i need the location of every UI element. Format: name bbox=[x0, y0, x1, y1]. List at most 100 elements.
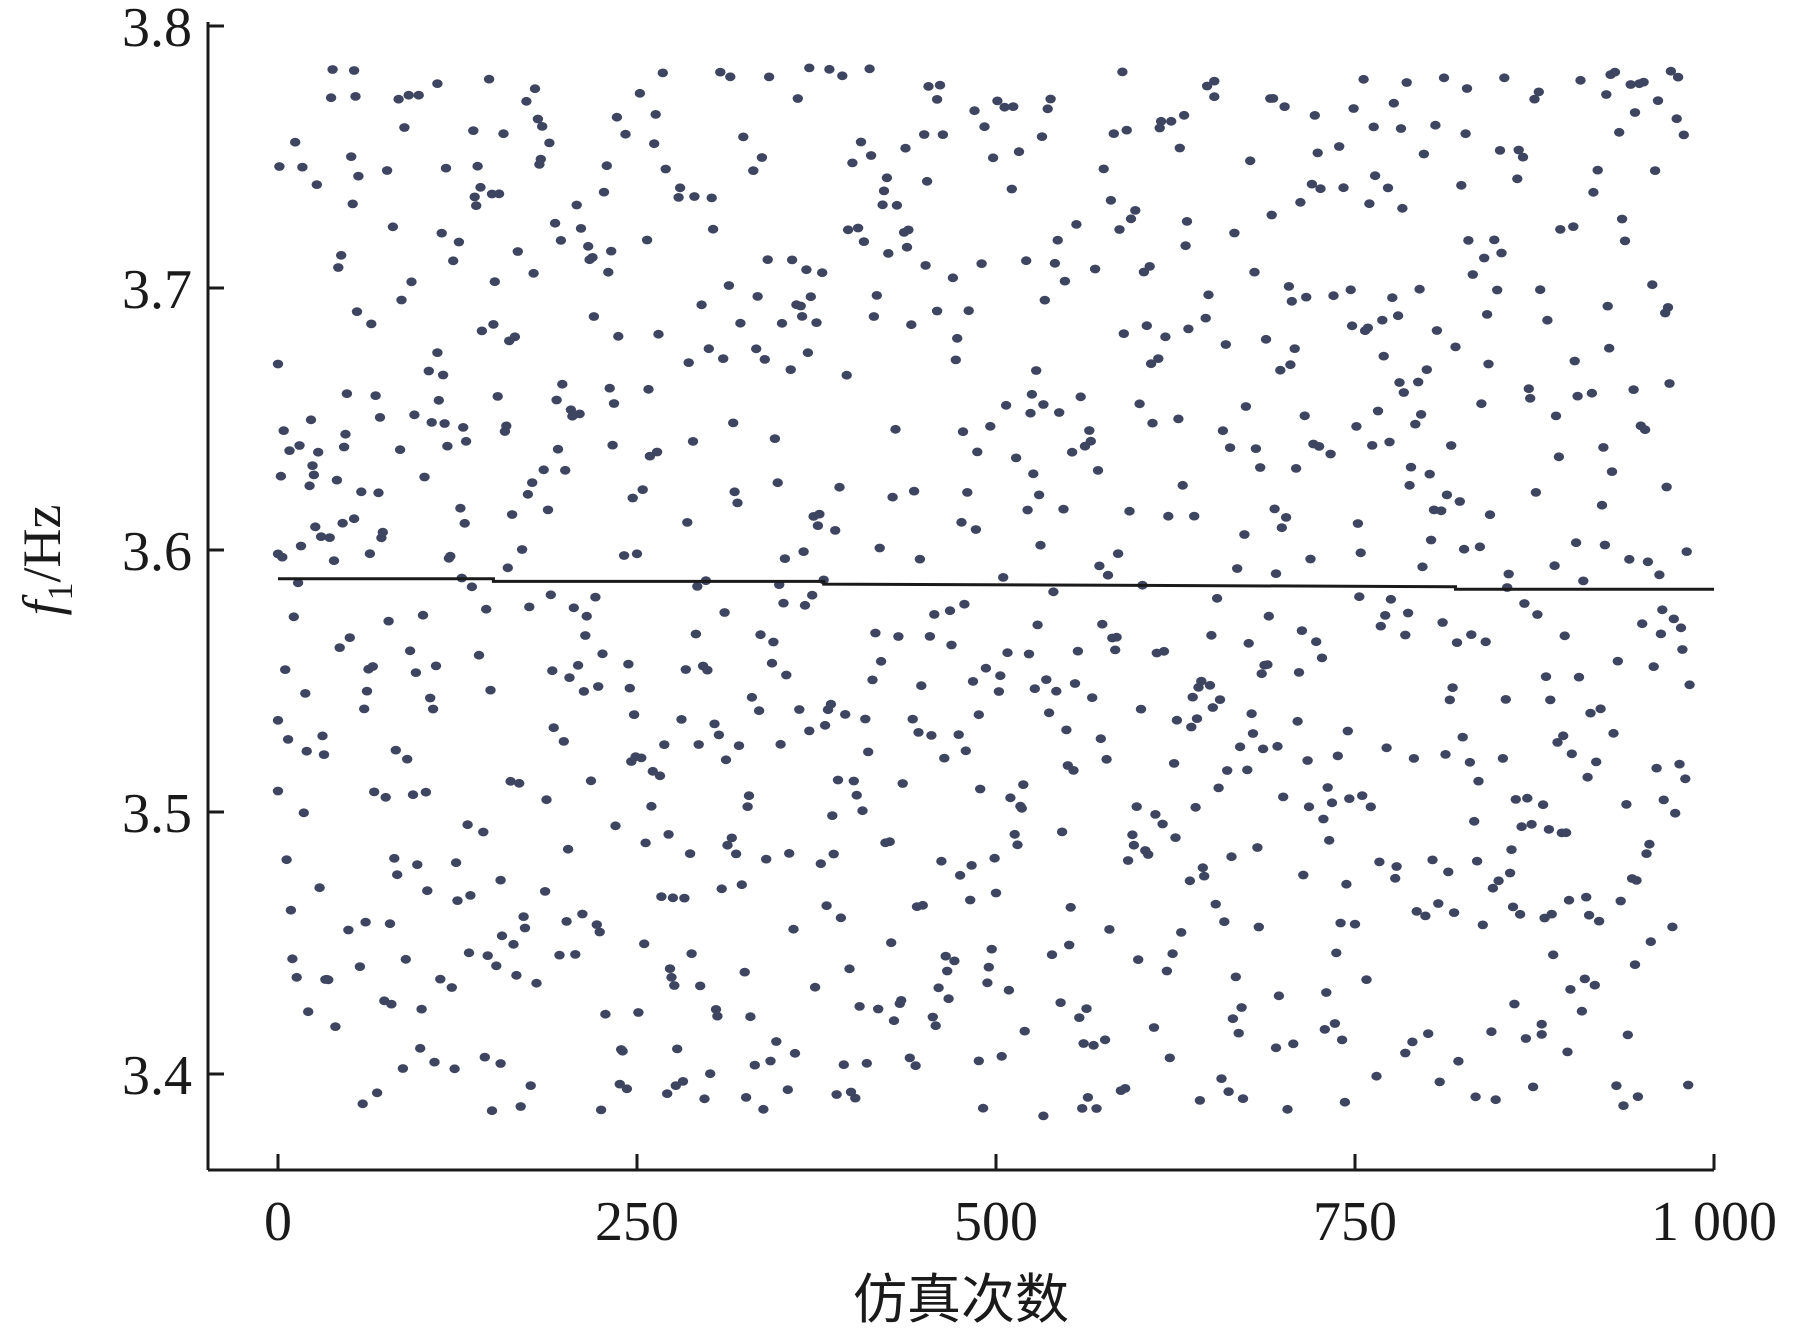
data-point bbox=[1016, 803, 1027, 813]
data-point bbox=[1267, 94, 1279, 103]
data-point bbox=[495, 875, 506, 885]
data-point bbox=[680, 665, 691, 674]
points-layer bbox=[272, 63, 1695, 1121]
data-point bbox=[982, 978, 993, 988]
data-point bbox=[1338, 183, 1349, 193]
data-point bbox=[337, 518, 348, 528]
data-point bbox=[646, 801, 657, 811]
data-point bbox=[1349, 919, 1361, 929]
data-point bbox=[753, 706, 765, 716]
data-point bbox=[1481, 310, 1493, 319]
data-point bbox=[292, 578, 304, 588]
data-point bbox=[1569, 356, 1580, 366]
data-point bbox=[1048, 587, 1059, 597]
data-point bbox=[667, 893, 679, 903]
data-point bbox=[301, 746, 312, 756]
data-point bbox=[393, 94, 404, 104]
data-point bbox=[1227, 1014, 1239, 1024]
data-point bbox=[1470, 1092, 1481, 1102]
data-point bbox=[1088, 1040, 1099, 1050]
data-point bbox=[348, 514, 360, 524]
data-point bbox=[1657, 605, 1668, 615]
data-point bbox=[310, 522, 321, 532]
data-point bbox=[1305, 554, 1316, 564]
data-point bbox=[1658, 795, 1669, 805]
data-point bbox=[1247, 729, 1259, 738]
data-point bbox=[537, 122, 548, 131]
data-point bbox=[1530, 488, 1542, 497]
data-point bbox=[995, 671, 1006, 681]
data-point bbox=[1354, 592, 1365, 602]
data-point bbox=[1631, 876, 1642, 885]
data-point bbox=[1628, 385, 1639, 394]
data-point bbox=[1303, 802, 1315, 812]
data-point bbox=[297, 162, 308, 172]
data-point bbox=[1629, 960, 1641, 969]
data-point bbox=[1122, 856, 1134, 865]
data-point bbox=[662, 1089, 673, 1098]
data-point bbox=[1674, 759, 1685, 769]
data-point bbox=[1637, 619, 1648, 629]
data-point bbox=[1444, 695, 1456, 705]
data-point bbox=[788, 924, 799, 934]
data-point bbox=[1013, 147, 1025, 157]
data-point bbox=[979, 122, 990, 132]
axes bbox=[206, 22, 1714, 1172]
data-point bbox=[1177, 480, 1188, 490]
data-point bbox=[687, 437, 699, 446]
data-point bbox=[1206, 630, 1217, 640]
data-point bbox=[1601, 90, 1612, 99]
data-point bbox=[1012, 840, 1023, 850]
data-point bbox=[901, 242, 913, 252]
data-point bbox=[590, 592, 601, 602]
data-point bbox=[560, 465, 571, 475]
data-point bbox=[357, 1099, 368, 1109]
data-point bbox=[792, 94, 803, 103]
data-point bbox=[557, 379, 568, 389]
data-point bbox=[308, 470, 320, 480]
data-point bbox=[966, 861, 977, 870]
data-point bbox=[1562, 1047, 1573, 1057]
data-point bbox=[343, 925, 354, 935]
data-point bbox=[828, 849, 839, 859]
data-point bbox=[544, 138, 555, 148]
data-point bbox=[1158, 646, 1170, 656]
data-point bbox=[555, 236, 567, 245]
data-point bbox=[1479, 253, 1490, 263]
data-point bbox=[649, 139, 660, 149]
data-point bbox=[334, 643, 345, 652]
data-point bbox=[1532, 610, 1543, 619]
data-point bbox=[1071, 220, 1082, 229]
data-point bbox=[1558, 731, 1569, 741]
data-point bbox=[585, 776, 597, 786]
data-point bbox=[1394, 378, 1405, 387]
data-point bbox=[1612, 656, 1624, 666]
y-tick-label: 3.5 bbox=[122, 783, 192, 845]
data-point bbox=[488, 320, 499, 329]
data-point bbox=[409, 410, 420, 420]
data-point bbox=[942, 966, 953, 976]
data-point bbox=[356, 487, 367, 497]
data-point bbox=[1395, 124, 1407, 133]
data-point bbox=[1173, 414, 1184, 424]
data-point bbox=[1425, 535, 1437, 545]
data-point bbox=[802, 348, 814, 358]
data-point bbox=[1572, 391, 1583, 401]
data-point bbox=[1331, 948, 1342, 958]
data-point bbox=[1420, 911, 1431, 921]
data-point bbox=[962, 488, 973, 497]
data-point bbox=[436, 228, 447, 238]
data-point bbox=[1321, 988, 1332, 997]
data-point bbox=[318, 750, 330, 759]
data-point bbox=[1400, 630, 1411, 640]
data-point bbox=[1000, 400, 1012, 410]
data-point bbox=[745, 1012, 756, 1022]
data-point bbox=[723, 281, 735, 290]
data-point bbox=[1411, 907, 1422, 916]
data-point bbox=[795, 301, 806, 311]
data-point bbox=[597, 649, 608, 659]
data-point bbox=[1233, 1028, 1244, 1038]
data-point bbox=[996, 1051, 1007, 1061]
data-point bbox=[1494, 146, 1506, 155]
data-point bbox=[927, 1012, 938, 1022]
